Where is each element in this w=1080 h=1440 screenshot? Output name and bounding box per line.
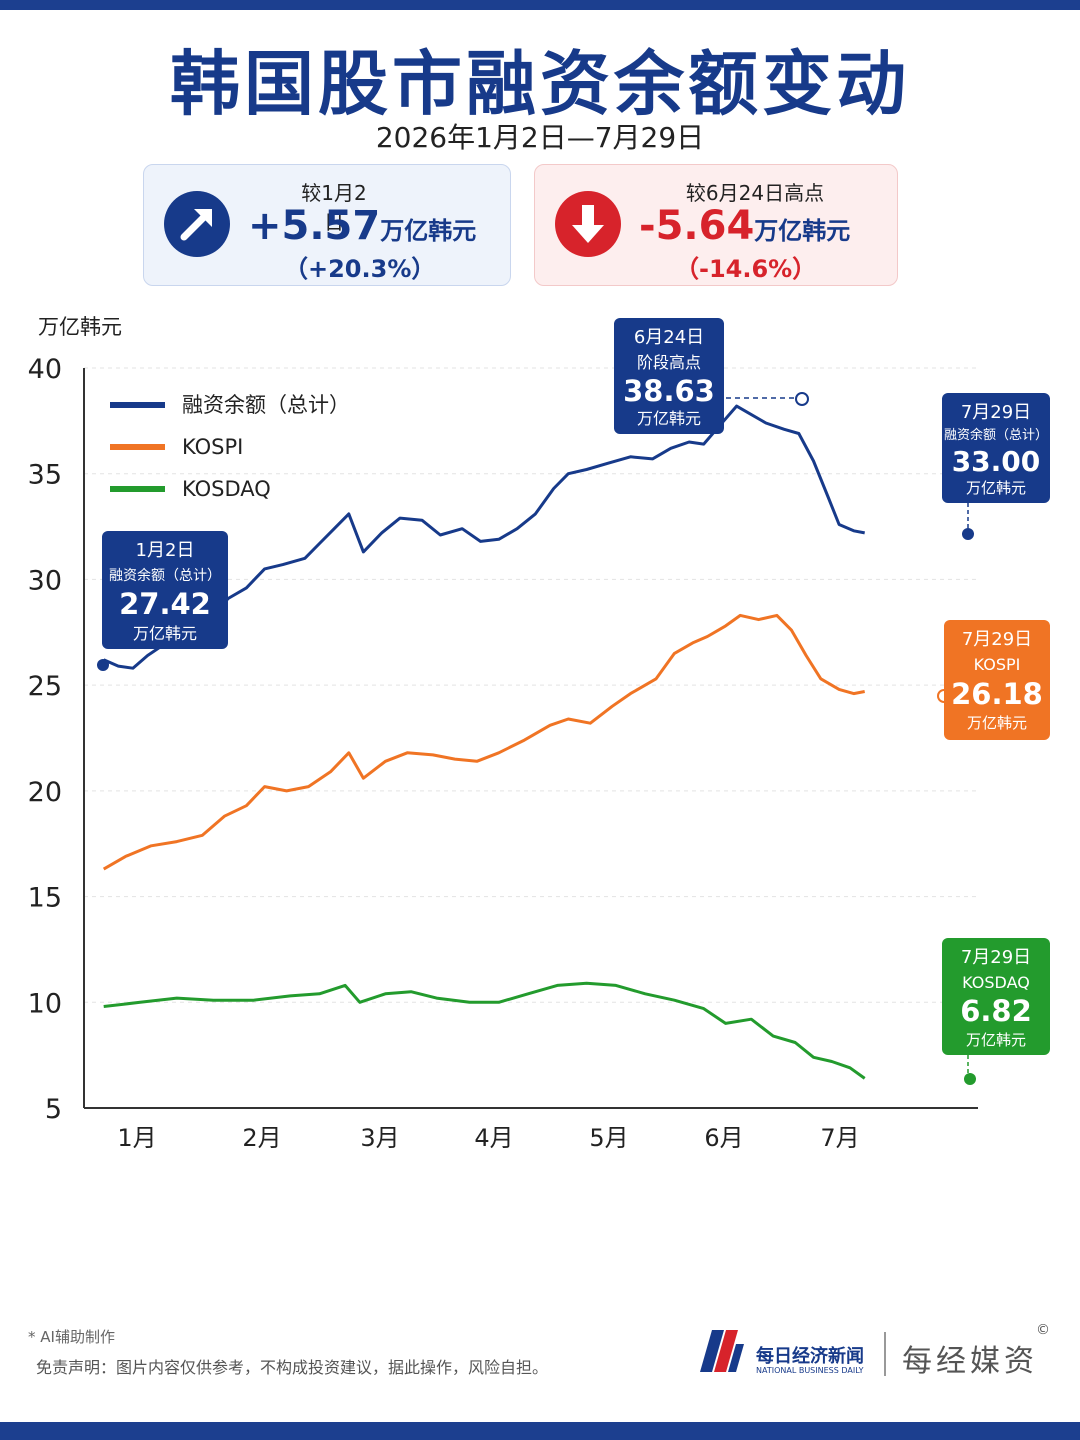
callout-end-kospi: 7月29日 KOSPI 26.18 万亿韩元 xyxy=(944,620,1050,740)
summary-card-up: 较1月2日 +5.57万亿韩元 （+20.3%） xyxy=(143,164,511,286)
brand-name-cn: 每日经济新闻 xyxy=(756,1346,864,1367)
card-down-unit: 万亿韩元 xyxy=(754,217,851,245)
ai-note: * AI辅助制作 xyxy=(28,1328,115,1346)
callout-end-kosdaq-date: 7月29日 xyxy=(961,947,1031,968)
page-title: 韩国股市融资余额变动 xyxy=(170,43,910,125)
callout-start-value: 27.42 xyxy=(119,587,211,621)
y-axis-label: 万亿韩元 xyxy=(38,315,122,339)
bottom-bar xyxy=(0,1422,1080,1440)
callout-end-kospi-unit: 万亿韩元 xyxy=(967,714,1027,732)
legend-label-kosdaq: KOSDAQ xyxy=(182,477,271,501)
nbd-logo-icon xyxy=(700,1330,744,1372)
callout-end-total-label: 融资余额（总计） xyxy=(944,427,1048,443)
y-tick-label: 25 xyxy=(28,671,62,702)
series-line-total xyxy=(103,404,865,670)
marker-start-total xyxy=(97,659,109,671)
callout-start-date: 1月2日 xyxy=(136,540,195,561)
callout-end-kospi-label: KOSPI xyxy=(974,655,1021,674)
callout-end-total-unit: 万亿韩元 xyxy=(966,479,1026,497)
y-tick-labels: 5 10 15 20 25 30 35 40 xyxy=(28,354,62,1125)
x-tick-label: 6月 xyxy=(704,1124,743,1152)
callout-peak-value: 38.63 xyxy=(623,374,715,408)
x-tick-label: 5月 xyxy=(589,1124,628,1152)
x-tick-labels: 1月 2月 3月 4月 5月 6月 7月 xyxy=(117,1124,859,1152)
y-tick-label: 20 xyxy=(28,777,62,808)
card-down-value: -5.64万亿韩元 xyxy=(639,203,850,249)
card-down-label: 较6月24日高点 xyxy=(685,181,825,205)
chart: 万亿韩元 5 10 15 20 25 30 35 40 1月 2月 3月 4月 5月 6月 7月 融资余额… xyxy=(28,315,1050,1152)
x-tick-label: 7月 xyxy=(820,1124,859,1152)
callout-end-kosdaq-unit: 万亿韩元 xyxy=(966,1031,1026,1049)
grid-lines xyxy=(84,367,978,1003)
callout-peak-date: 6月24日 xyxy=(634,327,704,348)
callout-start-label: 融资余额（总计） xyxy=(109,567,221,584)
callout-peak: 6月24日 阶段高点 38.63 万亿韩元 xyxy=(614,318,724,434)
disclaimer: 免责声明：图片内容仅供参考，不构成投资建议，据此操作，风险自担。 xyxy=(36,1358,549,1377)
brand-divider xyxy=(884,1332,886,1376)
callout-end-kosdaq-value: 6.82 xyxy=(960,994,1032,1028)
callout-peak-label: 阶段高点 xyxy=(637,353,701,372)
callout-end-kosdaq-label: KOSDAQ xyxy=(962,973,1030,992)
callout-end-kosdaq: 7月29日 KOSDAQ 6.82 万亿韩元 xyxy=(942,938,1050,1055)
arrow-up-right-icon xyxy=(164,191,230,257)
callout-peak-unit: 万亿韩元 xyxy=(637,409,701,428)
callout-start: 1月2日 融资余额（总计） 27.42 万亿韩元 xyxy=(102,531,228,649)
callout-end-kospi-value: 26.18 xyxy=(951,677,1043,711)
series-line-kosdaq xyxy=(103,981,866,1080)
top-bar xyxy=(0,0,1080,10)
legend: 融资余额（总计） KOSPI KOSDAQ xyxy=(110,393,350,501)
x-tick-label: 1月 xyxy=(117,1124,156,1152)
legend-label-total: 融资余额（总计） xyxy=(182,393,350,417)
y-tick-label: 30 xyxy=(28,565,62,596)
legend-label-kospi: KOSPI xyxy=(182,435,243,459)
series-line-kospi xyxy=(102,613,865,871)
marker-end-kosdaq xyxy=(964,1073,976,1085)
card-up-value: +5.57万亿韩元 xyxy=(248,203,476,249)
x-tick-label: 2月 xyxy=(242,1124,281,1152)
card-up-label: 较1月2日 xyxy=(301,181,367,234)
y-tick-label: 10 xyxy=(28,988,62,1019)
card-up-pct: （+20.3%） xyxy=(284,255,436,283)
summary-card-down: 较6月24日高点 -5.64万亿韩元 （-14.6%） xyxy=(534,164,898,286)
x-tick-label: 4月 xyxy=(474,1124,513,1152)
callout-end-kospi-date: 7月29日 xyxy=(962,629,1032,650)
callout-start-unit: 万亿韩元 xyxy=(133,624,197,643)
card-down-pct: （-14.6%） xyxy=(675,255,817,283)
card-up-number: +5.57 xyxy=(248,203,381,249)
brand-side-text: 每经媒资 xyxy=(902,1344,1038,1379)
callout-end-total-date: 7月29日 xyxy=(961,402,1031,423)
card-up-unit: 万亿韩元 xyxy=(380,217,477,245)
y-tick-label: 15 xyxy=(28,883,62,914)
copyright-mark: © xyxy=(1036,1322,1050,1338)
page-subtitle: 2026年1月2日—7月29日 xyxy=(375,121,705,154)
series-lines xyxy=(102,404,866,1080)
marker-end-total xyxy=(962,528,974,540)
marker-peak-total xyxy=(795,392,809,406)
x-tick-label: 3月 xyxy=(360,1124,399,1152)
arrow-down-icon xyxy=(555,191,621,257)
callout-end-total: 7月29日 融资余额（总计） 33.00 万亿韩元 xyxy=(942,393,1050,503)
y-tick-label: 35 xyxy=(28,460,62,491)
y-tick-label: 40 xyxy=(28,354,62,385)
card-down-number: -5.64 xyxy=(639,203,755,249)
brand-name-en: NATIONAL BUSINESS DAILY xyxy=(756,1366,864,1375)
y-tick-label: 5 xyxy=(45,1094,62,1125)
callout-end-total-value: 33.00 xyxy=(952,445,1041,478)
